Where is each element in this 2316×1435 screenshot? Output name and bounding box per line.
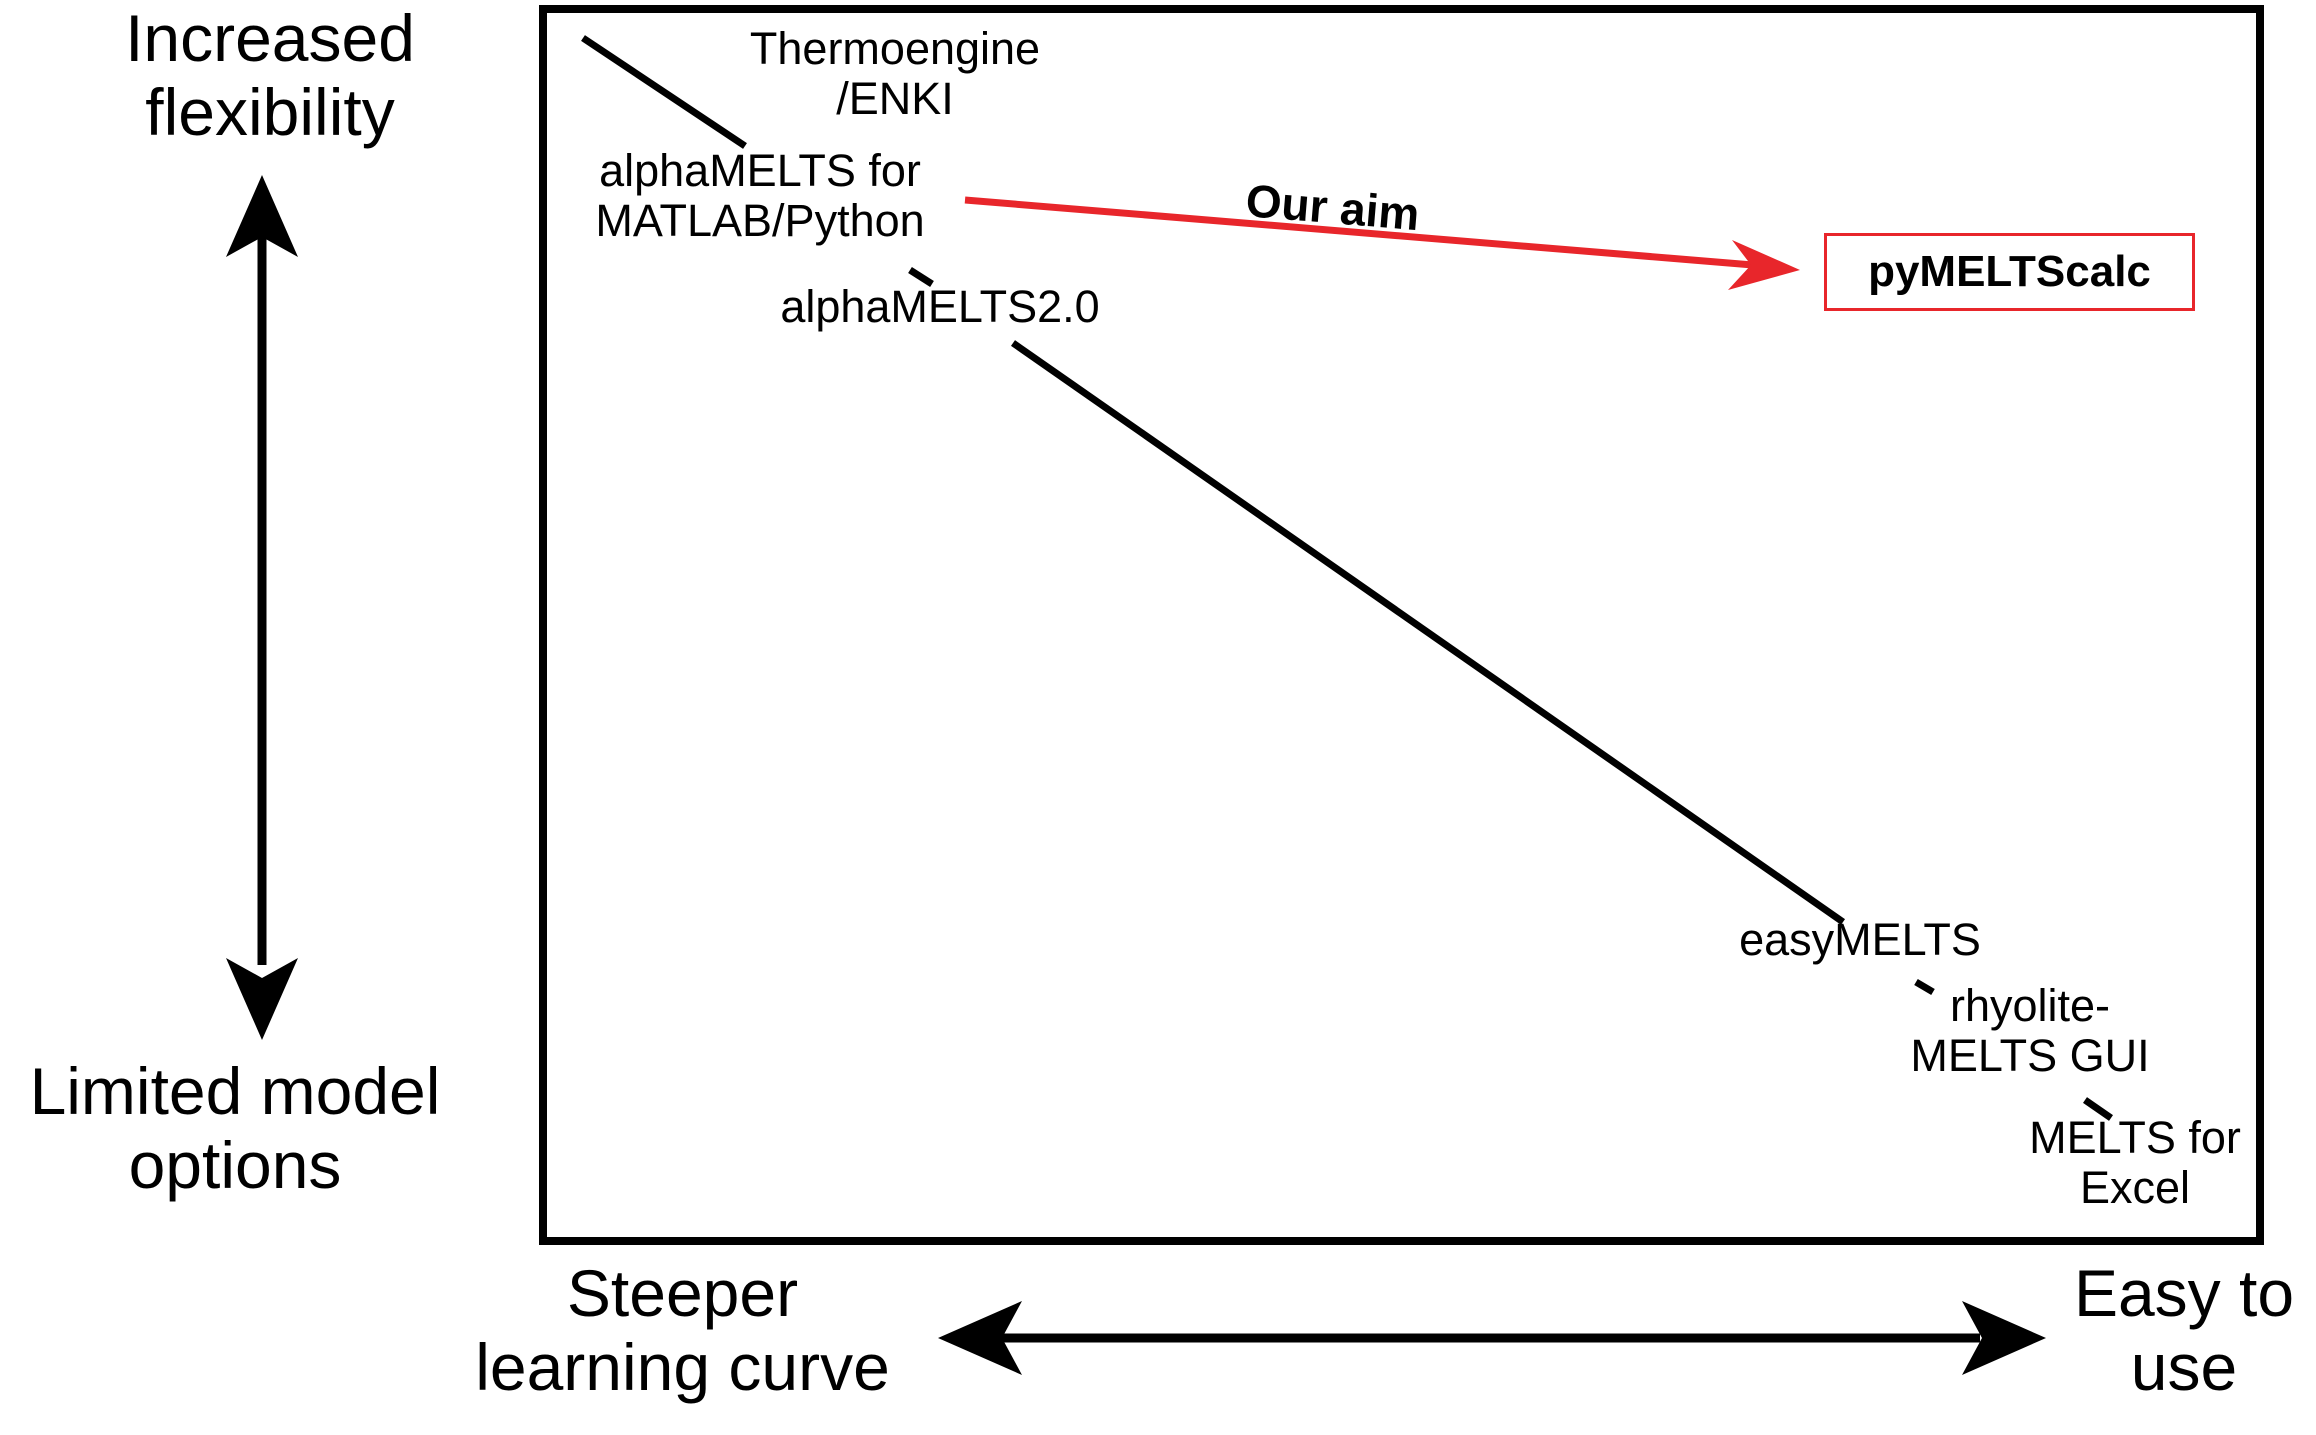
tool-label-easymelts: easyMELTS [1739, 914, 1981, 965]
target-label: pyMELTScalc [1868, 247, 2151, 296]
vertical-axis-arrow-up [226, 175, 298, 257]
trend-line-segment [1010, 340, 1846, 925]
x-axis-right-label: Easy to use [2073, 1256, 2295, 1404]
frame-box [539, 5, 2264, 1245]
y-axis-bottom-label: Limited model options [29, 1054, 441, 1202]
horizontal-axis-arrow-left [938, 1301, 1022, 1375]
tool-label-rhyolite-melts-gui: rhyolite- MELTS GUI [1910, 980, 2150, 1082]
trend-line-segment [1914, 978, 1935, 996]
tool-label-thermoengine: Thermoengine /ENKI [749, 23, 1041, 125]
target-box-pymeltscalc: pyMELTScalc [1824, 233, 2195, 311]
x-axis-left-label: Steeper learning curve [475, 1256, 890, 1404]
trend-line-segment [908, 267, 934, 287]
vertical-axis-arrow-down [226, 958, 298, 1040]
tool-label-melts-for-excel: MELTS for Excel [2029, 1112, 2241, 1214]
tool-label-alphamelts2: alphaMELTS2.0 [780, 281, 1100, 332]
y-axis-top-label: Increased flexibility [125, 1, 415, 149]
aim-arrow-head [1728, 240, 1800, 290]
trend-line-segment [2083, 1097, 2113, 1121]
tool-label-alphamelts-matlab-python: alphaMELTS for MATLAB/Python [595, 145, 925, 247]
trend-line-segment [581, 35, 747, 149]
aim-arrow-shaft [964, 196, 1766, 270]
horizontal-axis-arrow-right [1962, 1301, 2046, 1375]
